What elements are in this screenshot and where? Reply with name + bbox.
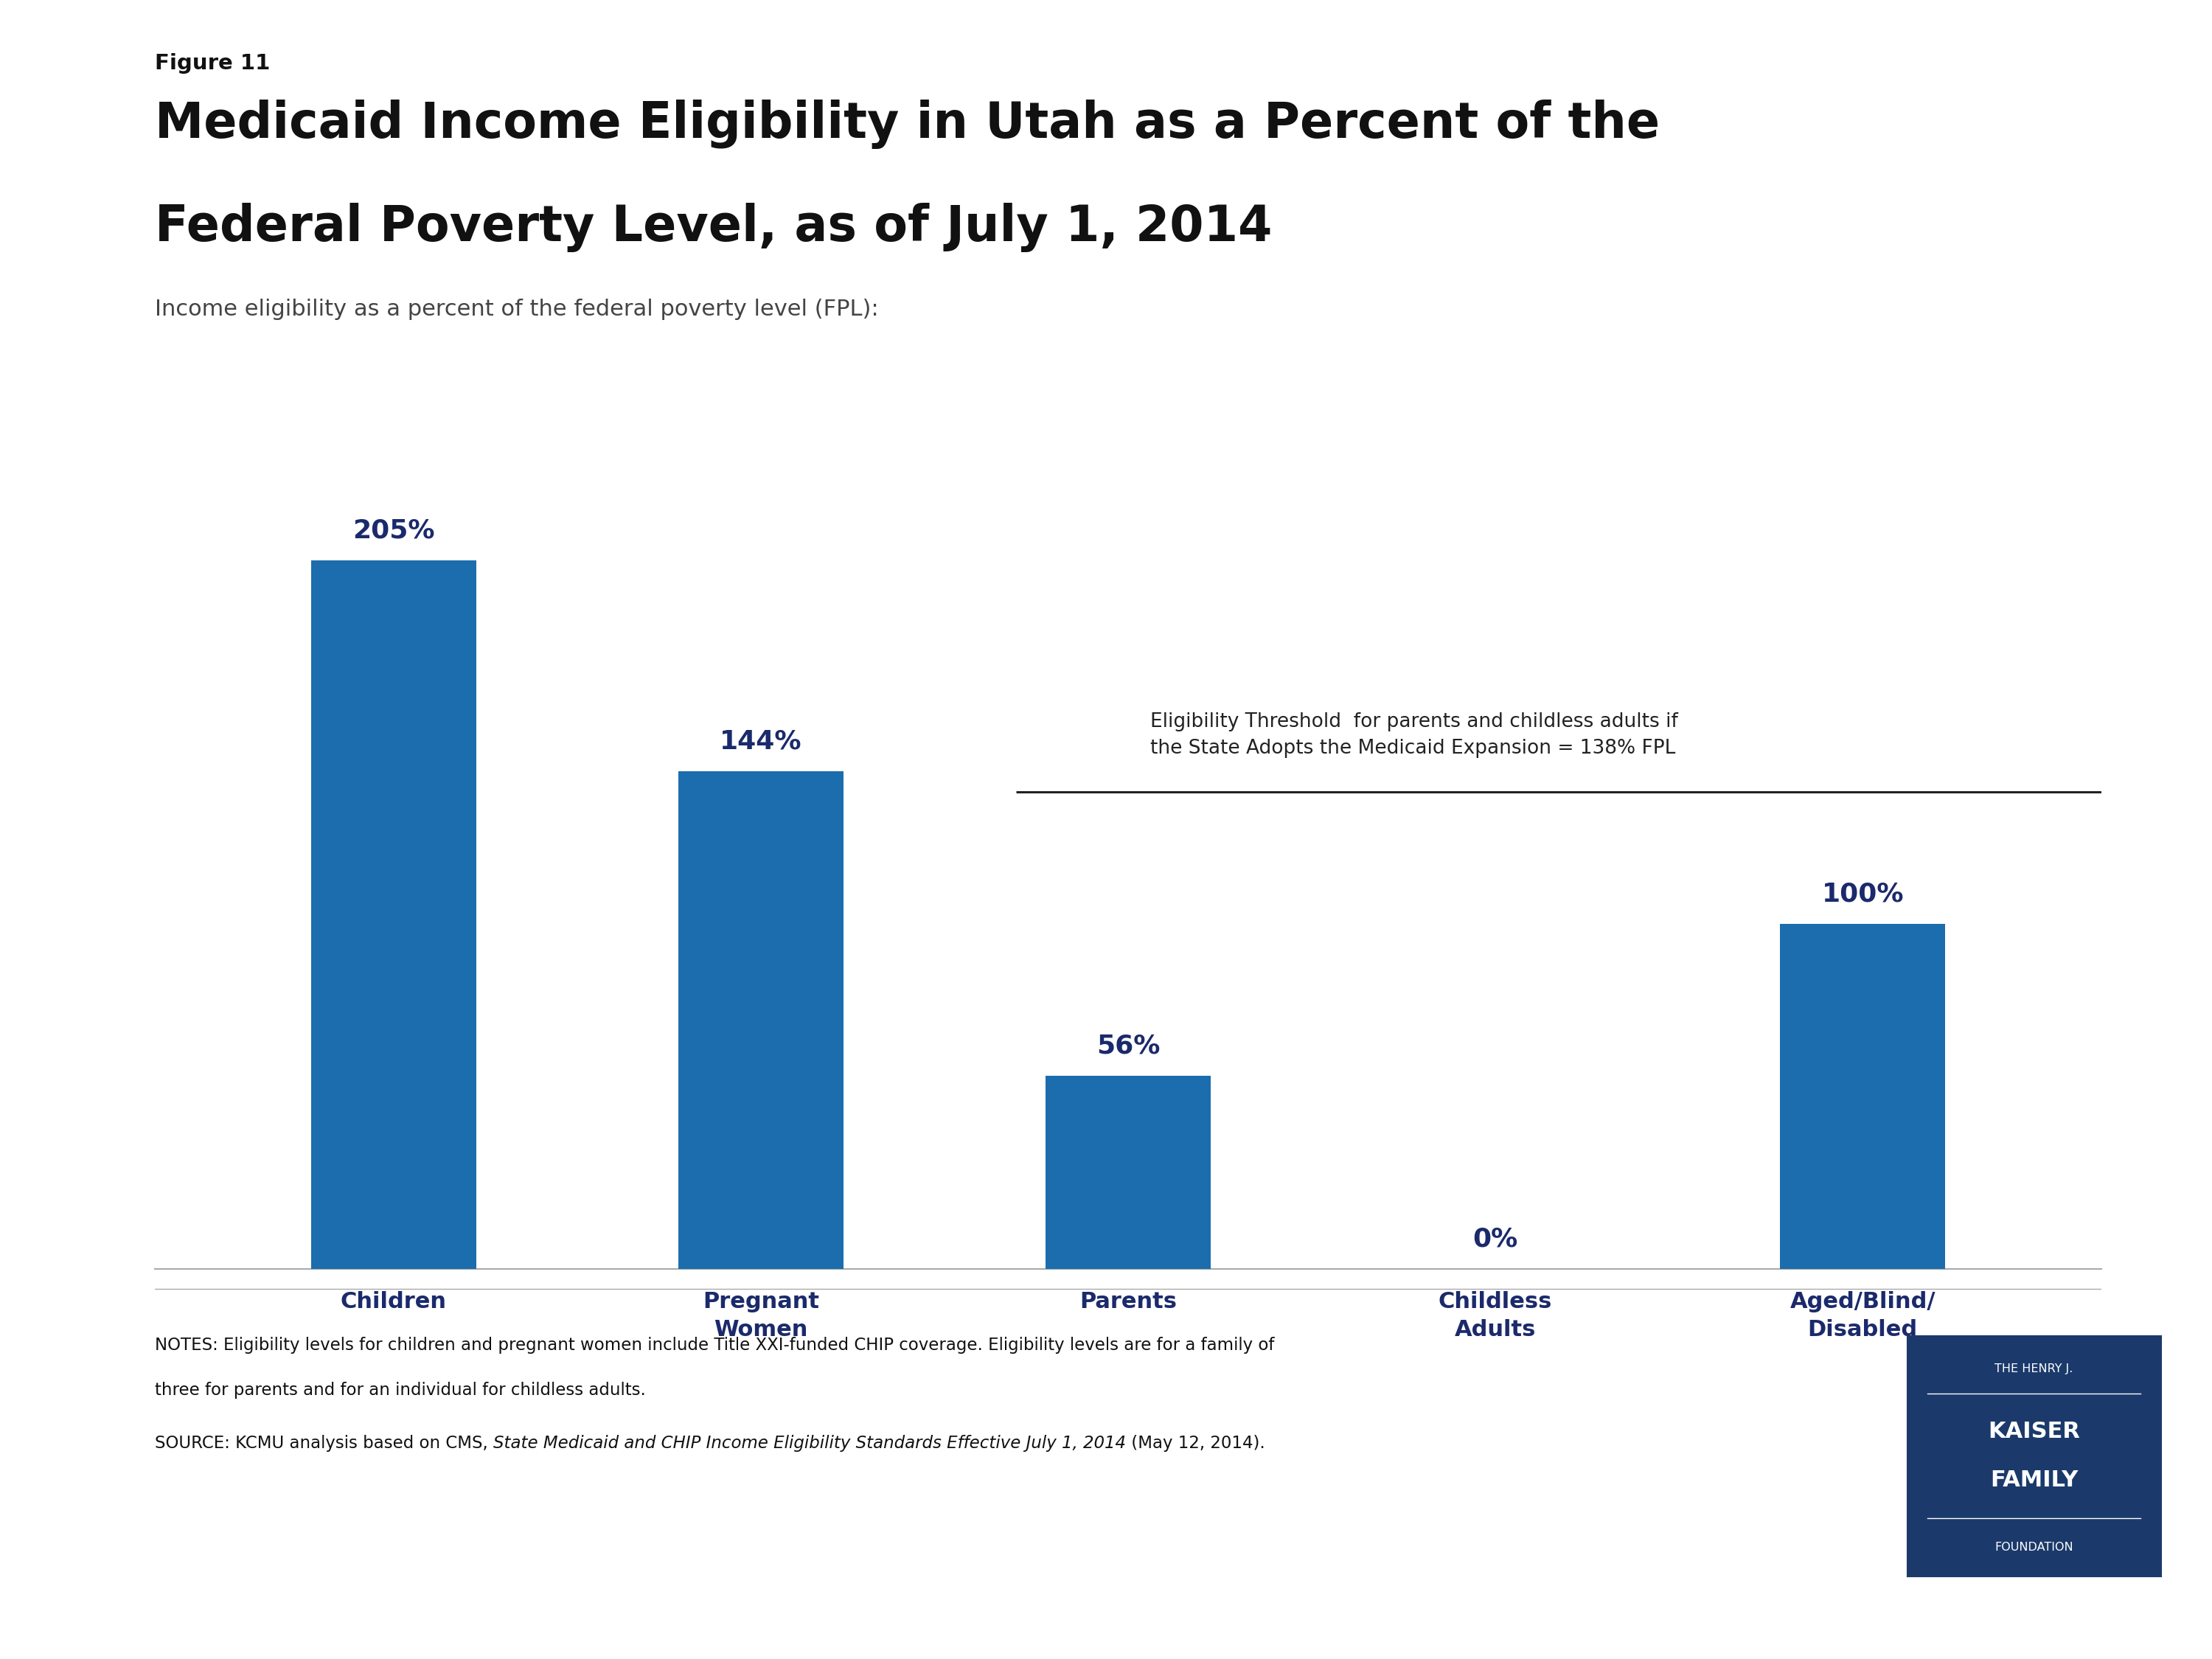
Text: 100%: 100% (1820, 881, 1905, 906)
Text: FOUNDATION: FOUNDATION (1995, 1541, 2073, 1553)
Text: Eligibility Threshold  for parents and childless adults if
the State Adopts the : Eligibility Threshold for parents and ch… (1150, 712, 1679, 758)
Bar (1046, 1075, 1210, 1269)
Bar (312, 561, 476, 1269)
Text: 0%: 0% (1473, 1226, 1517, 1253)
Text: three for parents and for an individual for childless adults.: three for parents and for an individual … (155, 1382, 646, 1399)
Text: (May 12, 2014).: (May 12, 2014). (1126, 1435, 1265, 1452)
Bar (1781, 924, 1944, 1269)
Text: Figure 11: Figure 11 (155, 53, 270, 73)
Text: NOTES: Eligibility levels for children and pregnant women include Title XXI-fund: NOTES: Eligibility levels for children a… (155, 1337, 1274, 1354)
Text: Income eligibility as a percent of the federal poverty level (FPL):: Income eligibility as a percent of the f… (155, 299, 878, 320)
Text: KAISER: KAISER (1989, 1422, 2079, 1442)
Text: Federal Poverty Level, as of July 1, 2014: Federal Poverty Level, as of July 1, 201… (155, 202, 1272, 252)
Text: 144%: 144% (719, 728, 803, 755)
Text: FAMILY: FAMILY (1991, 1470, 2077, 1490)
Text: Medicaid Income Eligibility in Utah as a Percent of the: Medicaid Income Eligibility in Utah as a… (155, 100, 1659, 149)
Text: SOURCE: KCMU analysis based on CMS,: SOURCE: KCMU analysis based on CMS, (155, 1435, 493, 1452)
Text: THE HENRY J.: THE HENRY J. (1995, 1364, 2073, 1375)
Text: 56%: 56% (1097, 1034, 1159, 1058)
Text: State Medicaid and CHIP Income Eligibility Standards Effective July 1, 2014: State Medicaid and CHIP Income Eligibili… (493, 1435, 1126, 1452)
Text: 205%: 205% (352, 518, 436, 544)
Bar (679, 771, 843, 1269)
